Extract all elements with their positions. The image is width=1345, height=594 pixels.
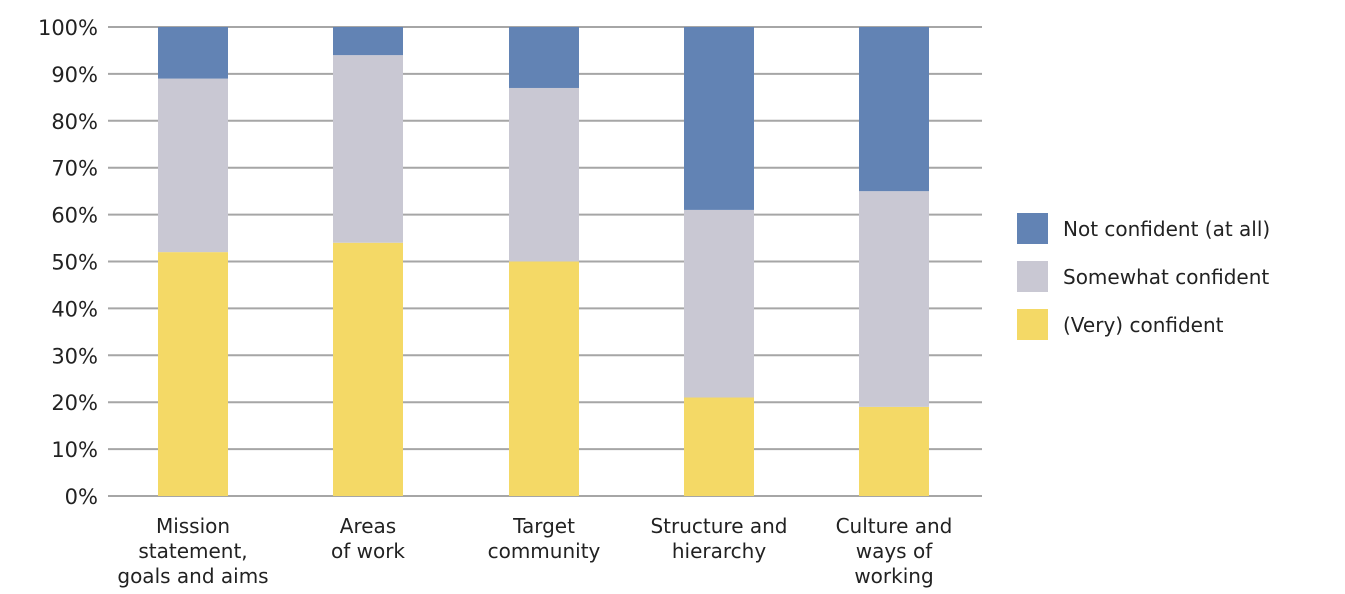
legend-swatch [1017, 261, 1048, 292]
y-tick-label: 20% [51, 391, 98, 415]
bar-segment [158, 252, 228, 496]
legend-label: Not confident (at all) [1063, 217, 1270, 241]
legend-label: Somewhat confident [1063, 265, 1269, 289]
y-tick-label: 30% [51, 344, 98, 368]
bar-segment [509, 87, 579, 262]
bar-segment [158, 78, 228, 253]
y-tick-label: 100% [38, 16, 98, 40]
y-tick-label: 60% [51, 204, 98, 228]
x-category-label: Culture and ways of working [836, 514, 953, 588]
bars [158, 27, 929, 496]
y-tick-label: 0% [65, 485, 98, 509]
bar-segment [333, 55, 403, 243]
y-tick-label: 40% [51, 297, 98, 321]
bar-segment [859, 27, 929, 192]
bar-segment [158, 27, 228, 79]
bar-segment [684, 27, 754, 210]
y-tick-label: 90% [51, 63, 98, 87]
bar-segment [509, 261, 579, 496]
bar-segment [859, 406, 929, 496]
legend-swatch [1017, 213, 1048, 244]
x-category-label: Areas of work [331, 514, 405, 563]
y-axis: 0% 10% 20% 30% 40% 50% 60% 70% 80% 90% 100% [38, 16, 98, 509]
bar-segment [684, 397, 754, 496]
legend-label: (Very) confident [1063, 313, 1224, 337]
bar-segment [509, 27, 579, 88]
legend-swatch [1017, 309, 1048, 340]
y-tick-label: 70% [51, 157, 98, 181]
bar-segment [684, 209, 754, 398]
x-category-label: Structure and hierarchy [650, 514, 787, 563]
x-category-label: Mission statement, goals and aims [117, 514, 268, 588]
x-axis: Mission statement, goals and aims Areas of w… [117, 514, 952, 588]
legend: Not confident (at all) Somewhat confident… [1017, 213, 1270, 340]
bar-segment [333, 27, 403, 56]
bar-segment [859, 191, 929, 407]
bar-segment [333, 242, 403, 496]
y-tick-label: 10% [51, 438, 98, 462]
y-tick-label: 80% [51, 110, 98, 134]
y-tick-label: 50% [51, 251, 98, 275]
x-category-label: Target community [488, 514, 601, 563]
